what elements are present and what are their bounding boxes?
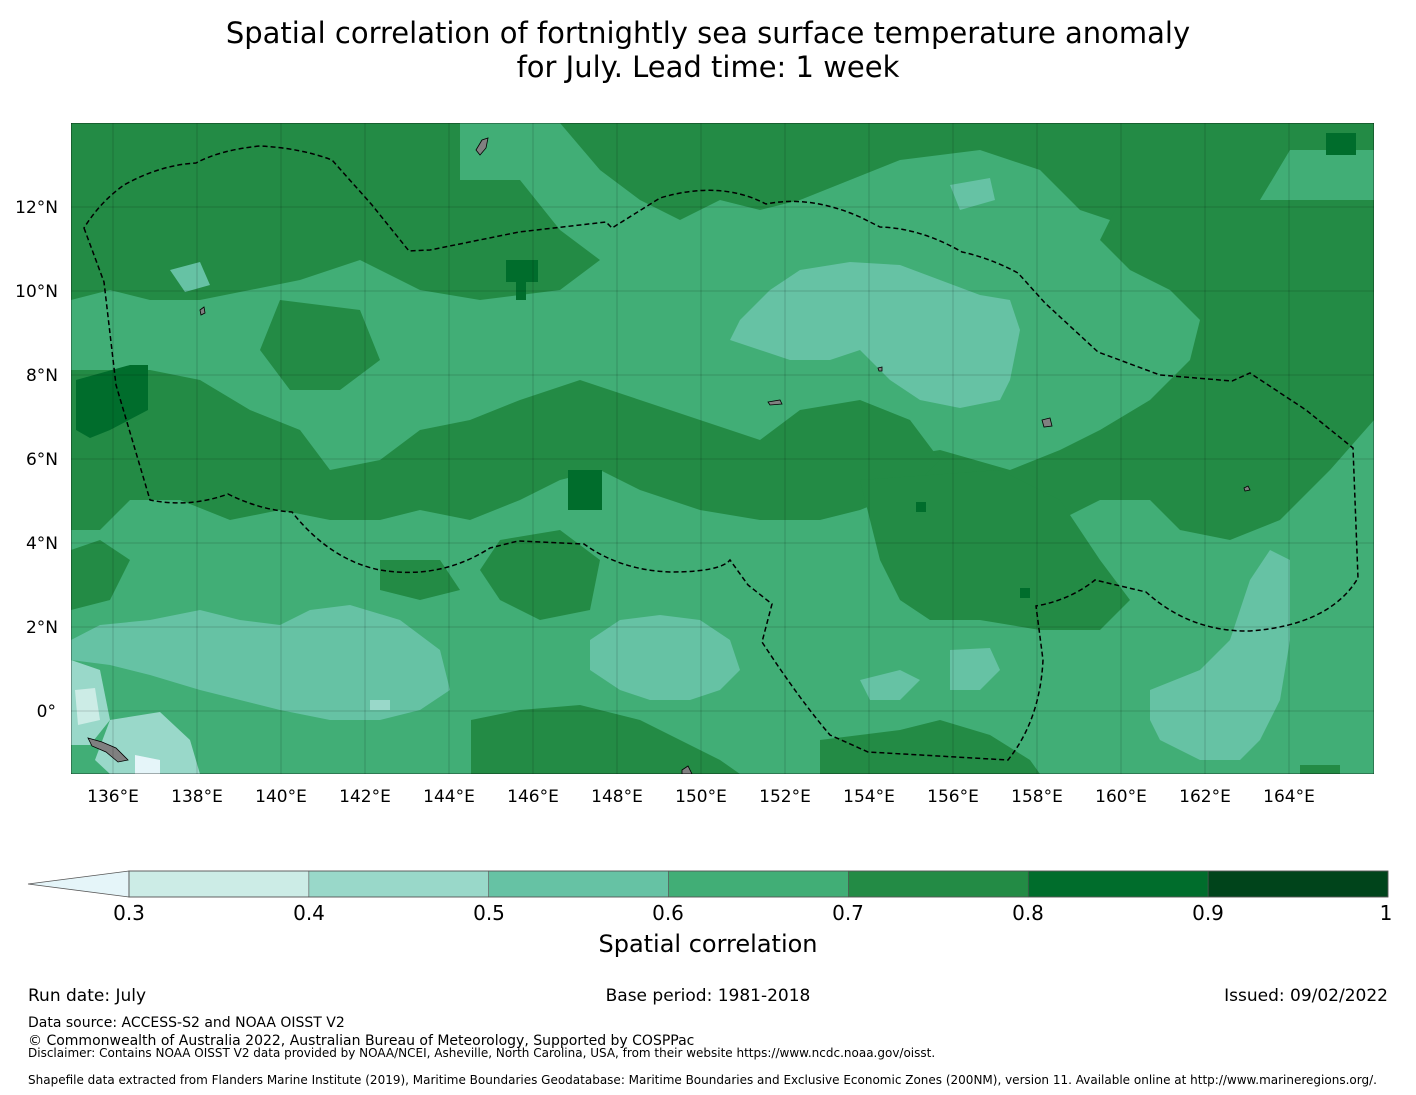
shapefile-credit: Shapefile data extracted from Flanders M… — [28, 1073, 1377, 1087]
longitude-axis: 136°E 138°E 140°E 142°E 144°E 146°E 148°… — [87, 787, 1315, 807]
colorbar-ticks: 0.3 0.4 0.5 0.6 0.7 0.8 0.9 1 — [113, 901, 1392, 925]
colorbar-bin — [848, 870, 1029, 898]
field-bin-0.8-0.9 — [76, 133, 1356, 598]
colorbar-bin — [1027, 870, 1209, 898]
colorbar-tick-label: 0.3 — [113, 901, 145, 925]
colorbar-bin — [1207, 870, 1389, 898]
colorbar-under-arrow — [27, 870, 130, 898]
colorbar-tick-label: 0.5 — [473, 901, 505, 925]
run-date: Run date: July — [28, 986, 147, 1006]
lon-tick-label: 158°E — [1011, 787, 1063, 807]
lon-tick-label: 154°E — [843, 787, 895, 807]
lon-tick-label: 138°E — [171, 787, 223, 807]
field-bin-0.5-0.6 — [71, 178, 1290, 760]
map-title-line-1: Spatial correlation of fortnightly sea s… — [225, 16, 1191, 50]
colorbar-tick-label: 0.6 — [652, 901, 684, 925]
lon-tick-label: 156°E — [927, 787, 979, 807]
graticule — [71, 123, 1374, 774]
colorbar-tick-label: 0.9 — [1192, 901, 1224, 925]
disclaimer: Disclaimer: Contains NOAA OISST V2 data … — [28, 1046, 936, 1060]
colorbar-label: Spatial correlation — [598, 930, 818, 958]
lat-tick-label: 0° — [37, 702, 56, 722]
lat-tick-label: 6°N — [26, 450, 58, 470]
field-bin-0.3-0.4 — [75, 688, 100, 725]
map-title-line-2: for July. Lead time: 1 week — [516, 50, 900, 84]
colorbar-bin — [668, 870, 849, 898]
lat-tick-label: 12°N — [15, 198, 58, 218]
lat-tick-label: 2°N — [26, 618, 58, 638]
lon-tick-label: 148°E — [591, 787, 643, 807]
lon-tick-label: 150°E — [675, 787, 727, 807]
lon-tick-label: 140°E — [255, 787, 307, 807]
field-bin-under — [135, 755, 160, 774]
colorbar-bin — [308, 870, 490, 898]
colorbar: 0.3 0.4 0.5 0.6 0.7 0.8 0.9 1 — [27, 870, 1392, 925]
colorbar-frame — [128, 870, 1389, 898]
lon-tick-label: 160°E — [1095, 787, 1147, 807]
lon-tick-label: 146°E — [507, 787, 559, 807]
land-islands — [87, 137, 1251, 774]
copyright: © Commonwealth of Australia 2022, Austra… — [28, 1033, 695, 1049]
colorbar-bins — [128, 870, 1389, 898]
lon-tick-label: 164°E — [1263, 787, 1315, 807]
colorbar-tick-label: 1 — [1380, 901, 1393, 925]
base-period: Base period: 1981-2018 — [605, 986, 811, 1006]
lon-tick-label: 152°E — [759, 787, 811, 807]
colorbar-bin — [488, 870, 669, 898]
data-source: Data source: ACCESS-S2 and NOAA OISST V2 — [28, 1015, 345, 1031]
lon-tick-label: 144°E — [423, 787, 475, 807]
lat-tick-label: 10°N — [15, 282, 58, 302]
lon-tick-label: 142°E — [339, 787, 391, 807]
lat-tick-label: 4°N — [26, 534, 58, 554]
issued-date: Issued: 09/02/2022 — [1224, 986, 1388, 1006]
colorbar-tick-label: 0.8 — [1012, 901, 1044, 925]
colorbar-tick-label: 0.7 — [832, 901, 864, 925]
lon-tick-label: 136°E — [87, 787, 139, 807]
correlation-field — [71, 123, 1374, 774]
lon-tick-label: 162°E — [1179, 787, 1231, 807]
colorbar-tick-label: 0.4 — [293, 901, 325, 925]
latitude-axis: 12°N 10°N 8°N 6°N 4°N 2°N 0° — [15, 198, 58, 722]
lat-tick-label: 8°N — [26, 366, 58, 386]
colorbar-bin — [128, 870, 310, 898]
eez-boundary — [83, 145, 1359, 761]
